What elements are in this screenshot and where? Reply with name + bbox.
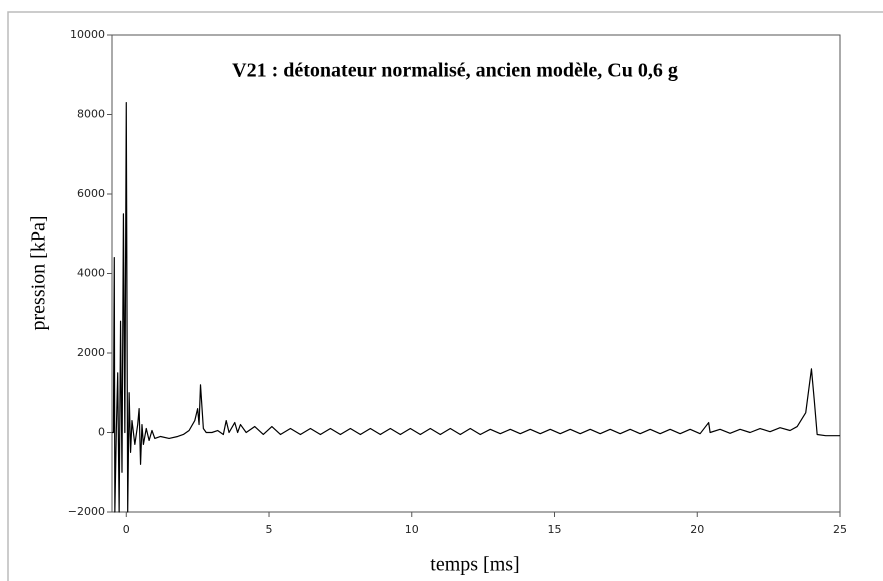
y-tick-label: 8000 (77, 108, 105, 121)
x-tick-label: 0 (123, 523, 130, 536)
data-line (112, 101, 840, 513)
y-tick-label: −2000 (68, 505, 105, 518)
y-axis-label: pression [kPa] (28, 216, 50, 331)
y-tick-label: 6000 (77, 187, 105, 200)
y-tick-label: 2000 (77, 346, 105, 359)
y-tick-label: 0 (98, 426, 105, 439)
x-tick-label: 5 (266, 523, 273, 536)
x-tick-label: 20 (690, 523, 704, 536)
y-tick-label: 10000 (70, 28, 105, 41)
y-tick-label: 4000 (77, 267, 105, 280)
frame (7, 11, 883, 581)
x-tick-label: 10 (405, 523, 419, 536)
x-tick-label: 25 (833, 523, 847, 536)
x-axis-label: temps [ms] (430, 554, 519, 576)
x-tick-label: 15 (548, 523, 562, 536)
chart-title: V21 : détonateur normalisé, ancien modèl… (232, 60, 678, 82)
